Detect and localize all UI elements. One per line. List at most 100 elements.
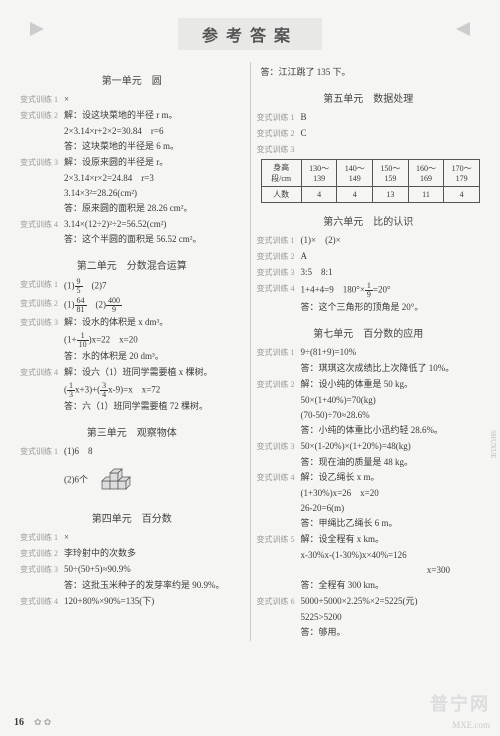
answer: 答：现在油的质量是 48 kg。 <box>301 456 481 470</box>
table-row: 人数 4 4 13 11 4 <box>261 187 480 203</box>
answer: 9÷(81+9)=10% <box>301 346 481 360</box>
answer: 2×3.14×r+2×2=30.84 r=6 <box>64 125 244 139</box>
right-column: 答：江江跳了 135 下。 第五单元 数据处理 变式训练 1B 变式训练 2C … <box>251 62 487 641</box>
answer: 解：设小纯的体重是 50 kg。 <box>301 378 481 392</box>
label: 变式训练 2 <box>257 378 301 392</box>
answer: 120+80%×90%=135(下) <box>64 595 244 609</box>
answer: 答：够用。 <box>301 626 481 640</box>
label: 变式训练 1 <box>257 346 301 360</box>
answer: 26-20=6(m) <box>301 502 481 516</box>
answer: (70-50)÷70≈28.6% <box>301 409 481 423</box>
answer: 50÷(50+5)≈90.9% <box>64 563 244 577</box>
label: 变式训练 4 <box>20 366 64 380</box>
unit2-title: 第二单元 分数混合运算 <box>20 257 244 272</box>
answer: 解：设乙绳长 x m。 <box>301 471 481 485</box>
decor-triangle-left <box>30 22 44 36</box>
answer: A <box>301 250 481 264</box>
cube-icon <box>96 461 136 500</box>
answer: (13x+3)+(34x-9)=x x=72 <box>64 382 244 399</box>
height-table: 身高段/cm 130～139 140～149 150～159 160～169 1… <box>261 159 481 203</box>
answer: 李玲射中的次数多 <box>64 547 244 561</box>
unit5-title: 第五单元 数据处理 <box>257 90 481 105</box>
table-row: 身高段/cm 130～139 140～149 150～159 160～169 1… <box>261 160 480 187</box>
answer: 答：这个半圆的面积是 56.52 cm²。 <box>64 233 244 247</box>
label: 变式训练 2 <box>20 297 64 314</box>
watermark: 普宁网 <box>430 690 490 716</box>
side-text: SHUXUE <box>489 430 497 458</box>
answer: 3:5 8:1 <box>301 266 481 280</box>
answer: 50×(1-20%)×(1+20%)=48(kg) <box>301 440 481 454</box>
label: 变式训练 3 <box>257 266 301 280</box>
answer: 答：全程有 300 km。 <box>301 579 481 593</box>
label: 变式训练 4 <box>257 471 301 485</box>
page-number: 16 <box>14 717 24 728</box>
content-columns: 第一单元 圆 变式训练 1× 变式训练 2解：设这块菜地的半径 r m。 2×3… <box>0 62 500 641</box>
label: 变式训练 4 <box>20 218 64 232</box>
answer: B <box>301 111 481 125</box>
label: 变式训练 1 <box>20 531 64 545</box>
unit7-title: 第七单元 百分数的应用 <box>257 325 481 340</box>
unit3-title: 第三单元 观察物体 <box>20 424 244 439</box>
answer: 解：设六（1）班同学需要植 x 棵树。 <box>64 366 244 380</box>
label: 变式训练 2 <box>257 250 301 264</box>
answer: × <box>64 531 244 545</box>
unit6-title: 第六单元 比的认识 <box>257 213 481 228</box>
answer: 答：甲绳比乙绳长 6 m。 <box>301 517 481 531</box>
footer-decor-icon: ✿ ✿ <box>34 717 51 728</box>
answer: 答：这个三角形的顶角是 20°。 <box>301 301 481 315</box>
answer: 5000+5000×2.25%×2=5225(元) <box>301 595 481 609</box>
answer: 50×(1+40%)=70(kg) <box>301 394 481 408</box>
answer: 解：设水的体积是 x dm³。 <box>64 316 244 330</box>
page-header: 参考答案 <box>0 0 500 62</box>
answer: (1)6 8 <box>64 445 244 459</box>
answer: 答：这批玉米种子的发芽率约是 90.9%。 <box>64 579 244 593</box>
label: 变式训练 1 <box>257 111 301 125</box>
answer: 解：设全程有 x km。 <box>301 533 481 547</box>
label: 变式训练 1 <box>20 445 64 459</box>
label: 变式训练 2 <box>257 127 301 141</box>
answer: x-30%x-(1-30%)x×40%=126 <box>301 549 481 563</box>
label: 变式训练 1 <box>20 93 64 107</box>
answer: 解：设这块菜地的半径 r m。 <box>64 109 244 123</box>
answer: × <box>64 93 244 107</box>
answer: 3.14×3²=28.26(cm²) <box>64 187 244 201</box>
answer: 答：这块菜地的半径是 6 m。 <box>64 140 244 154</box>
answer: 1+4+4=9 180°×19=20° <box>301 282 481 299</box>
label: 变式训练 3 <box>257 440 301 454</box>
label: 变式训练 3 <box>20 316 64 330</box>
answer: (1)95 (2)7 <box>64 278 244 295</box>
answer: 答：原来圆的面积是 28.26 cm²。 <box>64 202 244 216</box>
answer: (2)6个 <box>64 461 244 500</box>
decor-triangle-right <box>456 22 470 36</box>
unit1-title: 第一单元 圆 <box>20 72 244 87</box>
watermark-url: MXE.com <box>452 720 490 730</box>
answer: (1)6481 (2)4009 <box>64 297 244 314</box>
label: 变式训练 2 <box>20 547 64 561</box>
label: 变式训练 3 <box>20 563 64 577</box>
left-column: 第一单元 圆 变式训练 1× 变式训练 2解：设这块菜地的半径 r m。 2×3… <box>14 62 251 641</box>
answer: 答：江江跳了 135 下。 <box>261 66 481 80</box>
label: 变式训练 2 <box>20 109 64 123</box>
unit4-title: 第四单元 百分数 <box>20 510 244 525</box>
label: 变式训练 3 <box>257 143 301 156</box>
label: 变式训练 6 <box>257 595 301 609</box>
label: 变式训练 1 <box>257 234 301 248</box>
label: 变式训练 4 <box>20 595 64 609</box>
answer: x=300 <box>301 564 481 578</box>
label: 变式训练 4 <box>257 282 301 299</box>
answer: 答：琪琪这次成绩比上次降低了 10%。 <box>301 362 481 376</box>
answer: (1+30%)x=26 x=20 <box>301 487 481 501</box>
answer: 解：设原来圆的半径是 r。 <box>64 156 244 170</box>
label: 变式训练 3 <box>20 156 64 170</box>
answer: 3.14×(12÷2)²÷2=56.52(cm²) <box>64 218 244 232</box>
label: 变式训练 1 <box>20 278 64 295</box>
answer: (1+110)x=22 x=20 <box>64 332 244 349</box>
answer: 答：小纯的体重比小迅约轻 28.6%。 <box>301 424 481 438</box>
answer: 2×3.14×r×2=24.84 r=3 <box>64 172 244 186</box>
answer: 答：水的体积是 20 dm³。 <box>64 350 244 364</box>
label: 变式训练 5 <box>257 533 301 547</box>
answer: C <box>301 127 481 141</box>
answer: (1)× (2)× <box>301 234 481 248</box>
answer: 5225>5200 <box>301 611 481 625</box>
answer: 答：六（1）班同学需要植 72 棵树。 <box>64 400 244 414</box>
